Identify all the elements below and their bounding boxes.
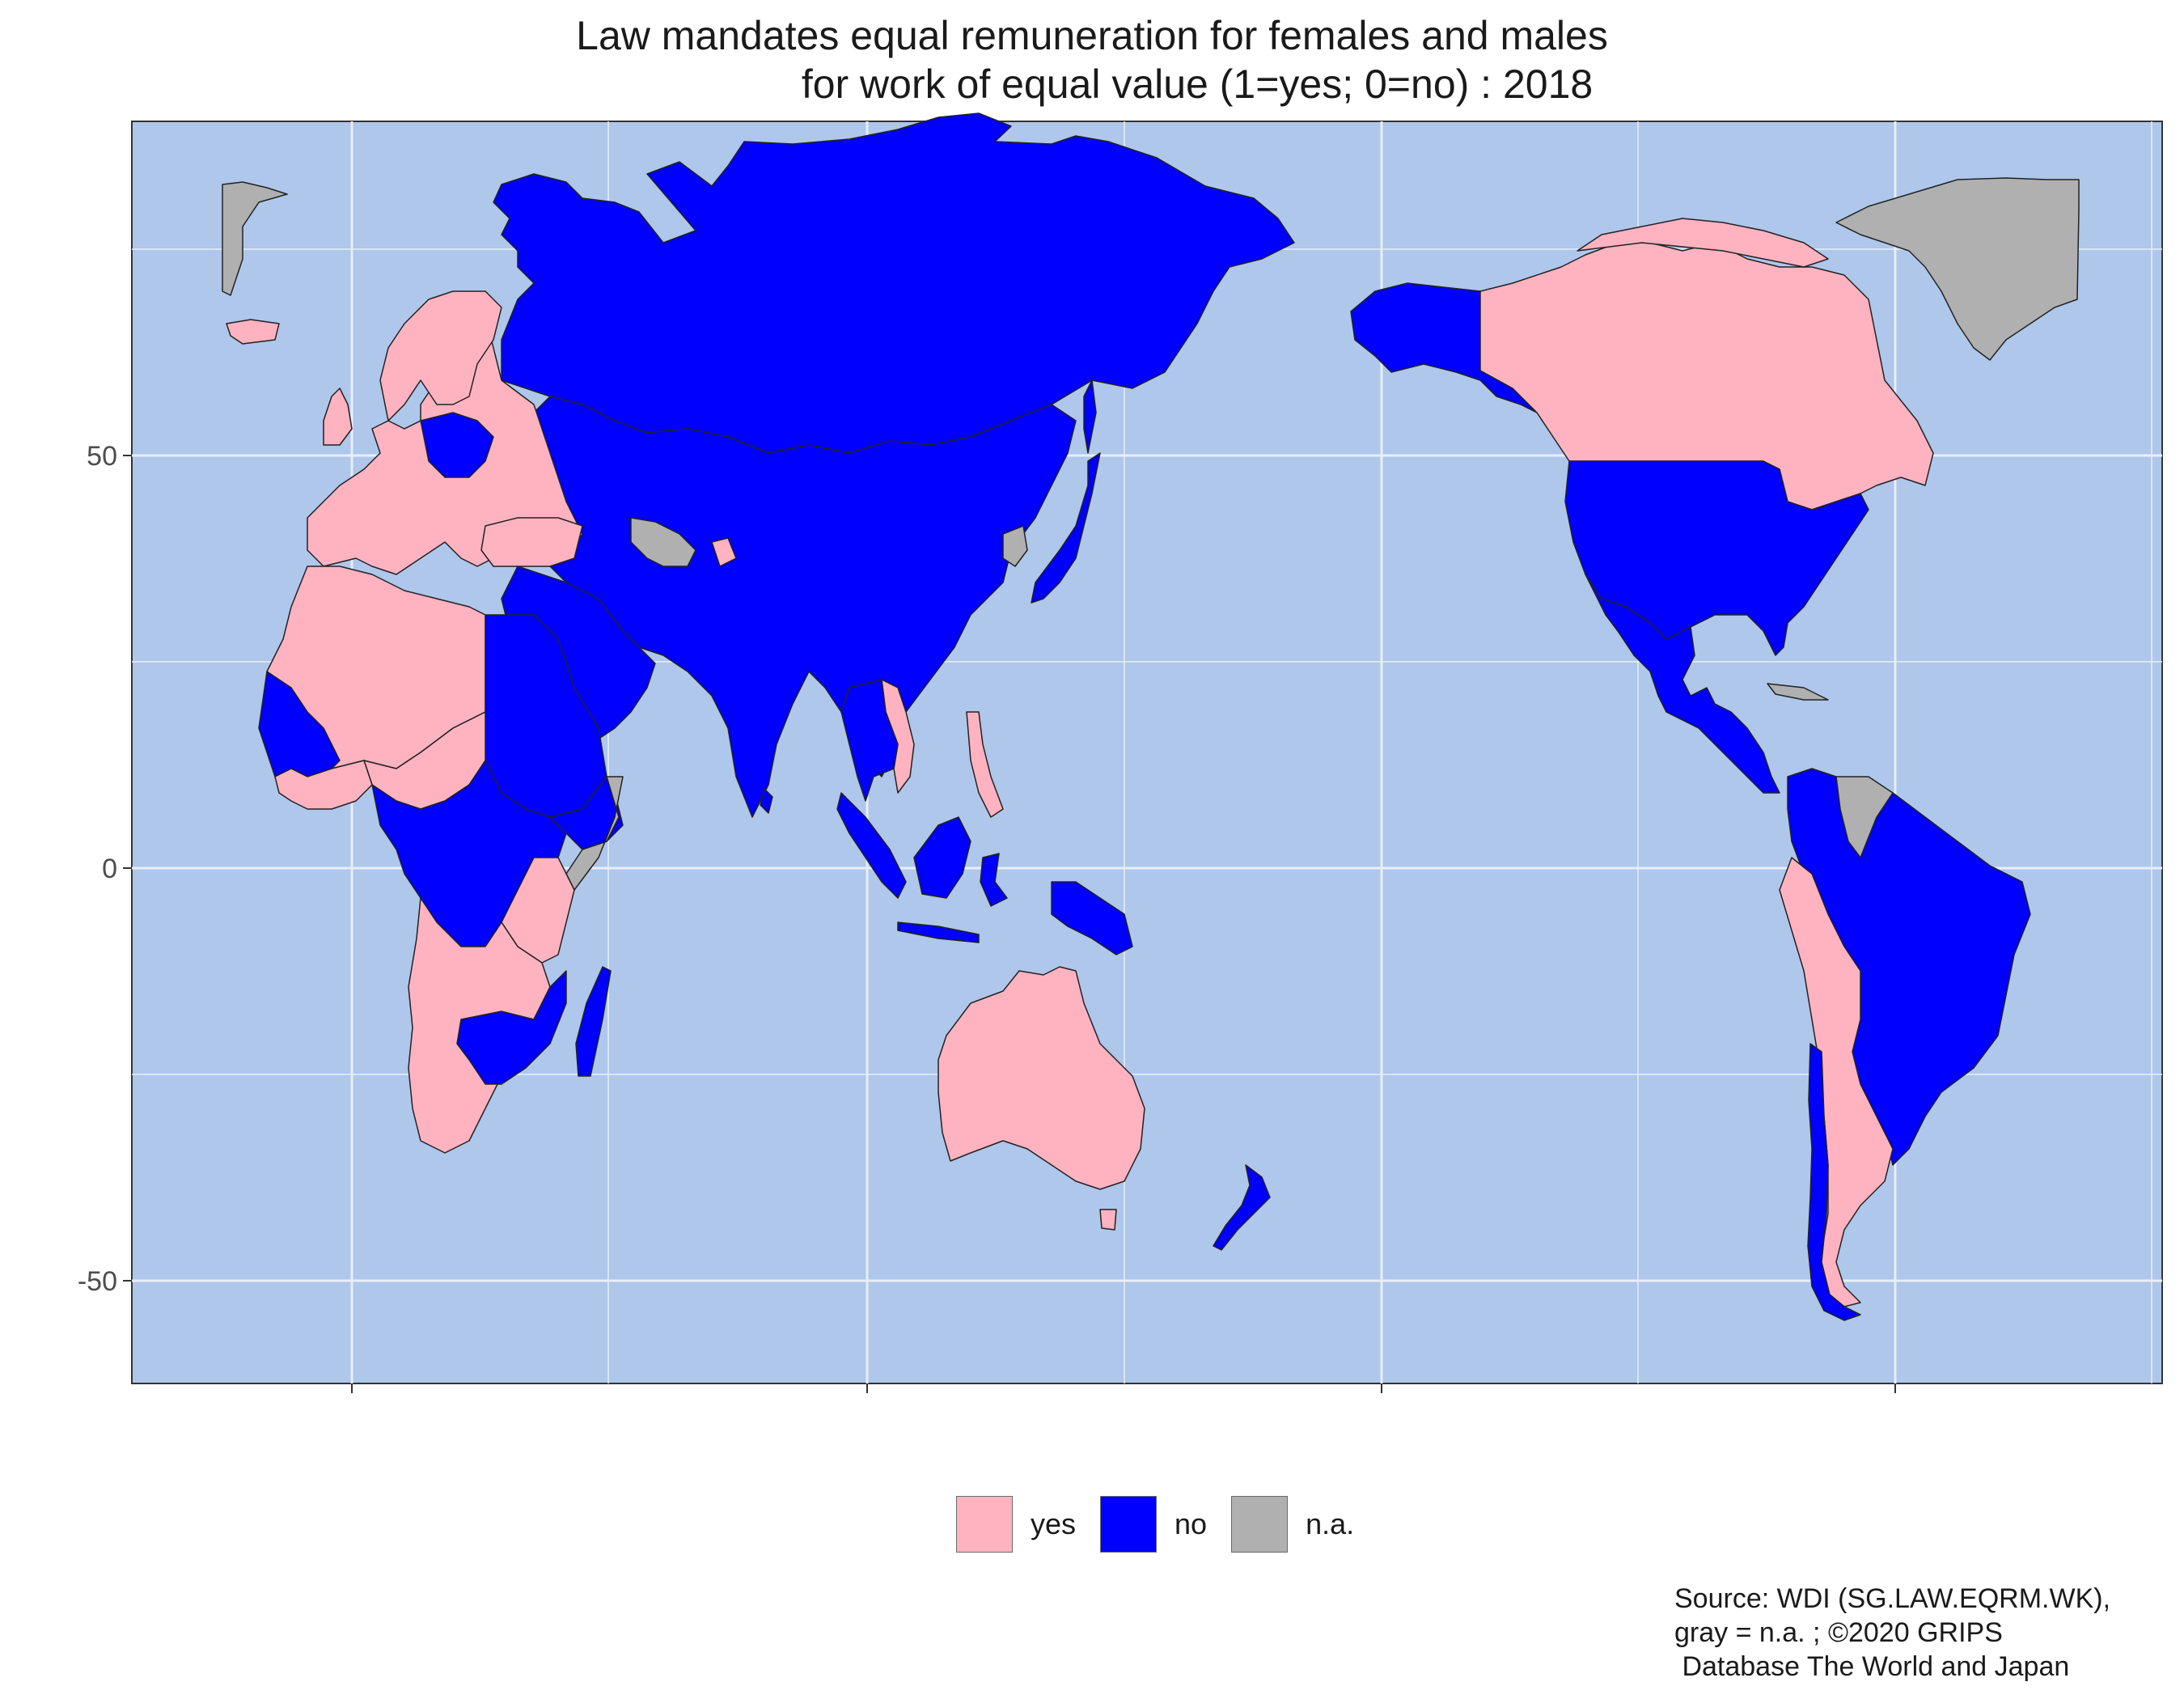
- gulf-guinea: [274, 760, 373, 810]
- indochina-other: [840, 679, 899, 802]
- uk: [323, 388, 353, 446]
- java: [897, 922, 980, 943]
- source-line-3: Database The World and Japan: [1674, 1651, 2070, 1682]
- legend-label-na: n.a.: [1306, 1507, 1355, 1540]
- legend-item-no: no: [1100, 1496, 1207, 1553]
- korea-north-na: [1002, 525, 1028, 567]
- philippines: [966, 711, 1004, 818]
- central-europe-no: [420, 412, 494, 478]
- title-line-2: for work of equal value (1=yes; 0=no) : …: [801, 61, 1594, 107]
- legend-item-yes: yes: [956, 1496, 1076, 1553]
- indonesia-west: [836, 792, 907, 899]
- japan: [1031, 452, 1101, 604]
- new-zealand: [1213, 1164, 1271, 1251]
- legend-label-no: no: [1175, 1507, 1208, 1540]
- map-title: Law mandates equal remuneration for fema…: [0, 11, 2184, 108]
- scandinavia: [379, 290, 502, 422]
- source-line-1: Source: WDI (SG.LAW.EQRM.WK),: [1674, 1583, 2111, 1614]
- canada-arctic-islands: [1577, 218, 1829, 268]
- middle-east-pink: [711, 537, 737, 567]
- legend-key-na: [1231, 1496, 1289, 1553]
- legend-key-yes: [956, 1496, 1013, 1553]
- axis-ticks: [123, 455, 1896, 1393]
- source-note: Source: WDI (SG.LAW.EQRM.WK), gray = n.a.…: [1674, 1582, 2110, 1684]
- new-guinea: [1051, 881, 1133, 955]
- alaska: [1350, 282, 1538, 413]
- sri-lanka: [760, 788, 773, 814]
- sakhalin: [1083, 379, 1097, 454]
- mexico-central-america: [1585, 574, 1780, 794]
- legend-label-yes: yes: [1031, 1507, 1077, 1540]
- andes-pink: [1779, 857, 1894, 1307]
- australia: [938, 966, 1145, 1190]
- iceland: [226, 319, 280, 345]
- svalbard-na: [222, 181, 288, 296]
- y-tick-50: 50: [87, 441, 117, 472]
- central-asia-na: [630, 517, 696, 567]
- horn-africa-no: [549, 776, 624, 850]
- legend-key-no: [1100, 1496, 1158, 1553]
- source-line-2: gray = n.a. ; ©2020 GRIPS: [1674, 1617, 2003, 1648]
- legend-item-na: n.a.: [1231, 1496, 1354, 1553]
- y-tick-minus-50: -50: [78, 1266, 117, 1297]
- madagascar: [575, 966, 612, 1077]
- chile-no: [1807, 1043, 1861, 1321]
- y-tick-0: 0: [102, 854, 117, 884]
- legend: yes no n.a.: [956, 1495, 1378, 1553]
- title-line-1: Law mandates equal remuneration for fema…: [576, 13, 1608, 58]
- cuba-na: [1767, 683, 1829, 701]
- tasmania: [1099, 1209, 1117, 1231]
- sulawesi: [980, 853, 1008, 907]
- southern-africa-no: [456, 970, 567, 1085]
- borneo: [913, 816, 971, 899]
- turkey: [480, 517, 583, 567]
- greenland-na: [1835, 177, 2080, 361]
- guianas-na: [1835, 776, 1894, 858]
